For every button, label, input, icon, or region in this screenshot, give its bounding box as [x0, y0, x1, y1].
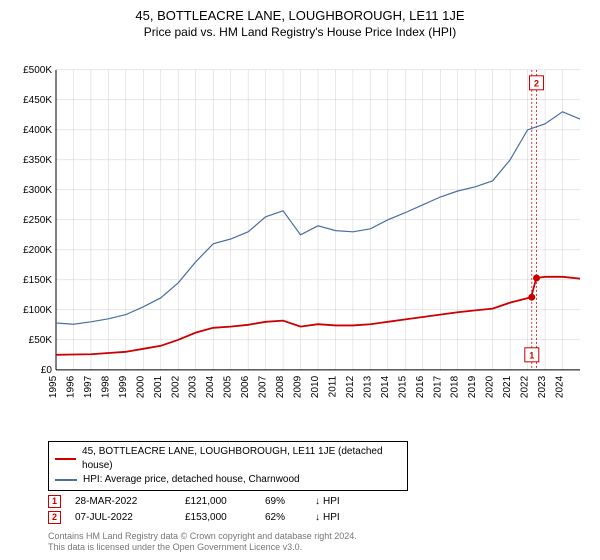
svg-text:1996: 1996: [65, 375, 76, 398]
legend-swatch: [55, 479, 77, 481]
svg-text:2000: 2000: [135, 375, 146, 398]
svg-text:£300K: £300K: [23, 185, 52, 196]
chart-legend: 45, BOTTLEACRE LANE, LOUGHBOROUGH, LE11 …: [48, 441, 408, 491]
svg-text:£0: £0: [41, 365, 53, 376]
table-row: 2 07-JUL-2022 £153,000 62% ↓ HPI: [48, 511, 590, 524]
tx-marker-box: 1: [48, 495, 61, 508]
tx-pct: 69%: [265, 496, 315, 507]
tx-dir: ↓: [315, 512, 320, 523]
svg-text:2014: 2014: [380, 375, 391, 398]
legend-label: HPI: Average price, detached house, Char…: [83, 473, 300, 487]
svg-text:1: 1: [529, 350, 534, 360]
svg-text:2: 2: [534, 78, 539, 88]
svg-text:2008: 2008: [275, 375, 286, 398]
legend-label: 45, BOTTLEACRE LANE, LOUGHBOROUGH, LE11 …: [82, 445, 401, 473]
attribution-line: This data is licensed under the Open Gov…: [48, 542, 590, 554]
svg-text:2004: 2004: [205, 375, 216, 398]
svg-text:2012: 2012: [345, 375, 356, 398]
chart-titles: 45, BOTTLEACRE LANE, LOUGHBOROUGH, LE11 …: [10, 8, 590, 39]
svg-text:£250K: £250K: [23, 215, 52, 226]
svg-text:2007: 2007: [258, 375, 269, 398]
svg-text:2022: 2022: [520, 375, 531, 398]
chart-plot-area: £0 £50K £100K £150K £200K £250K £300K £350K £400…: [10, 45, 590, 435]
svg-text:1999: 1999: [118, 375, 129, 398]
svg-text:£400K: £400K: [23, 125, 52, 136]
transactions-table: 1 28-MAR-2022 £121,000 69% ↓ HPI 2 07-JU…: [48, 495, 590, 527]
svg-text:1995: 1995: [48, 375, 59, 398]
svg-text:2013: 2013: [362, 375, 373, 398]
svg-text:2018: 2018: [450, 375, 461, 398]
svg-text:2010: 2010: [310, 375, 321, 398]
svg-text:£450K: £450K: [23, 95, 52, 106]
svg-text:2020: 2020: [485, 375, 496, 398]
svg-text:2017: 2017: [432, 375, 443, 398]
legend-swatch: [55, 458, 76, 460]
svg-text:2023: 2023: [537, 375, 548, 398]
svg-text:£500K: £500K: [23, 65, 52, 76]
attribution-line: Contains HM Land Registry data © Crown c…: [48, 531, 590, 543]
svg-text:£100K: £100K: [23, 305, 52, 316]
svg-text:2024: 2024: [555, 375, 566, 398]
chart-title: 45, BOTTLEACRE LANE, LOUGHBOROUGH, LE11 …: [10, 8, 590, 23]
svg-text:2016: 2016: [415, 375, 426, 398]
tx-date: 28-MAR-2022: [75, 496, 185, 507]
svg-text:£350K: £350K: [23, 155, 52, 166]
tx-suffix: HPI: [323, 496, 340, 507]
tx-dir: ↓: [315, 496, 320, 507]
svg-text:2006: 2006: [240, 375, 251, 398]
tx-price: £121,000: [185, 496, 265, 507]
legend-row: HPI: Average price, detached house, Char…: [55, 473, 401, 487]
svg-text:1998: 1998: [100, 375, 111, 398]
legend-row: 45, BOTTLEACRE LANE, LOUGHBOROUGH, LE11 …: [55, 445, 401, 473]
svg-text:2002: 2002: [170, 375, 181, 398]
tx-date: 07-JUL-2022: [75, 512, 185, 523]
svg-text:1997: 1997: [83, 375, 94, 398]
svg-text:2003: 2003: [188, 375, 199, 398]
tx-suffix: HPI: [323, 512, 340, 523]
svg-text:2005: 2005: [223, 375, 234, 398]
chart-svg: £0 £50K £100K £150K £200K £250K £300K £350K £400…: [10, 45, 590, 435]
svg-text:£150K: £150K: [23, 275, 52, 286]
tx-marker-box: 2: [48, 511, 61, 524]
svg-text:2015: 2015: [397, 375, 408, 398]
svg-text:£50K: £50K: [29, 335, 53, 346]
chart-container: 45, BOTTLEACRE LANE, LOUGHBOROUGH, LE11 …: [0, 0, 600, 560]
tx-price: £153,000: [185, 512, 265, 523]
svg-text:2021: 2021: [502, 375, 513, 398]
svg-text:2019: 2019: [467, 375, 478, 398]
tx-pct: 62%: [265, 512, 315, 523]
svg-text:2009: 2009: [293, 375, 304, 398]
table-row: 1 28-MAR-2022 £121,000 69% ↓ HPI: [48, 495, 590, 508]
svg-text:2011: 2011: [327, 375, 338, 397]
attribution-text: Contains HM Land Registry data © Crown c…: [48, 531, 590, 554]
svg-text:2001: 2001: [153, 375, 164, 398]
chart-subtitle: Price paid vs. HM Land Registry's House …: [10, 25, 590, 39]
svg-text:£200K: £200K: [23, 245, 52, 256]
